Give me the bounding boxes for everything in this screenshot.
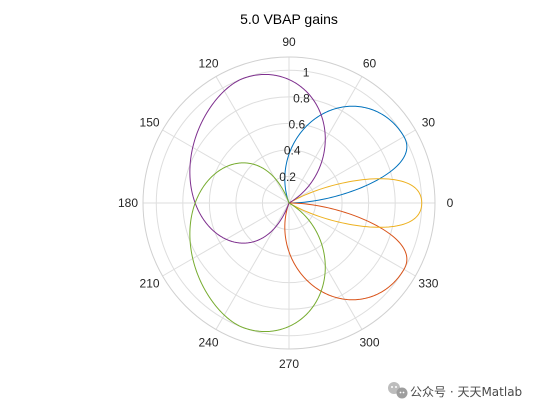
theta-tick-label: 270 — [279, 357, 299, 371]
tick-label-layer: 0 30 60 90 120 150 180 210 240 270 300 330 0.2 0.4 0.6… — [118, 35, 454, 371]
theta-tick-label: 150 — [140, 116, 160, 130]
theta-tick-label: 0 — [447, 196, 454, 210]
r-tick-label: 0.8 — [293, 91, 310, 105]
theta-grid-line — [215, 202, 290, 330]
theta-grid-line — [288, 129, 416, 204]
r-tick-label: 0.4 — [284, 144, 301, 158]
theta-tick-label: 120 — [198, 57, 218, 71]
wechat-logo-icon — [388, 382, 408, 399]
r-tick-label: 0.2 — [279, 170, 296, 184]
series-line-1 — [284, 105, 408, 204]
chart-title: 5.0 VBAP gains — [240, 11, 338, 27]
r-grid-circle — [235, 149, 343, 257]
theta-tick-label: 210 — [140, 277, 160, 291]
series-line-4 — [189, 73, 326, 244]
theta-tick-label: 240 — [198, 335, 218, 349]
r-grid-circle — [208, 122, 370, 284]
r-grid-circle — [261, 175, 317, 231]
r-tick-label: 0.6 — [288, 118, 305, 132]
theta-tick-label: 90 — [282, 35, 296, 49]
theta-grid-line — [215, 76, 290, 204]
theta-grid-line — [288, 202, 416, 277]
polar-grid — [142, 56, 436, 350]
series-line-5 — [189, 162, 326, 333]
watermark: 公众号 · 天天Matlab — [388, 382, 522, 399]
series-line-2 — [284, 202, 408, 301]
theta-tick-label: 300 — [359, 335, 379, 349]
r-grid-circle — [182, 96, 396, 310]
theta-tick-label: 30 — [422, 116, 436, 130]
theta-tick-label: 60 — [363, 57, 377, 71]
series-layer — [189, 73, 423, 333]
watermark-text: 公众号 · 天天Matlab — [410, 385, 522, 399]
r-tick-label: 1 — [303, 65, 310, 79]
outer-boundary-circle — [142, 56, 436, 350]
theta-tick-label: 180 — [118, 196, 138, 210]
theta-tick-label: 330 — [418, 277, 438, 291]
